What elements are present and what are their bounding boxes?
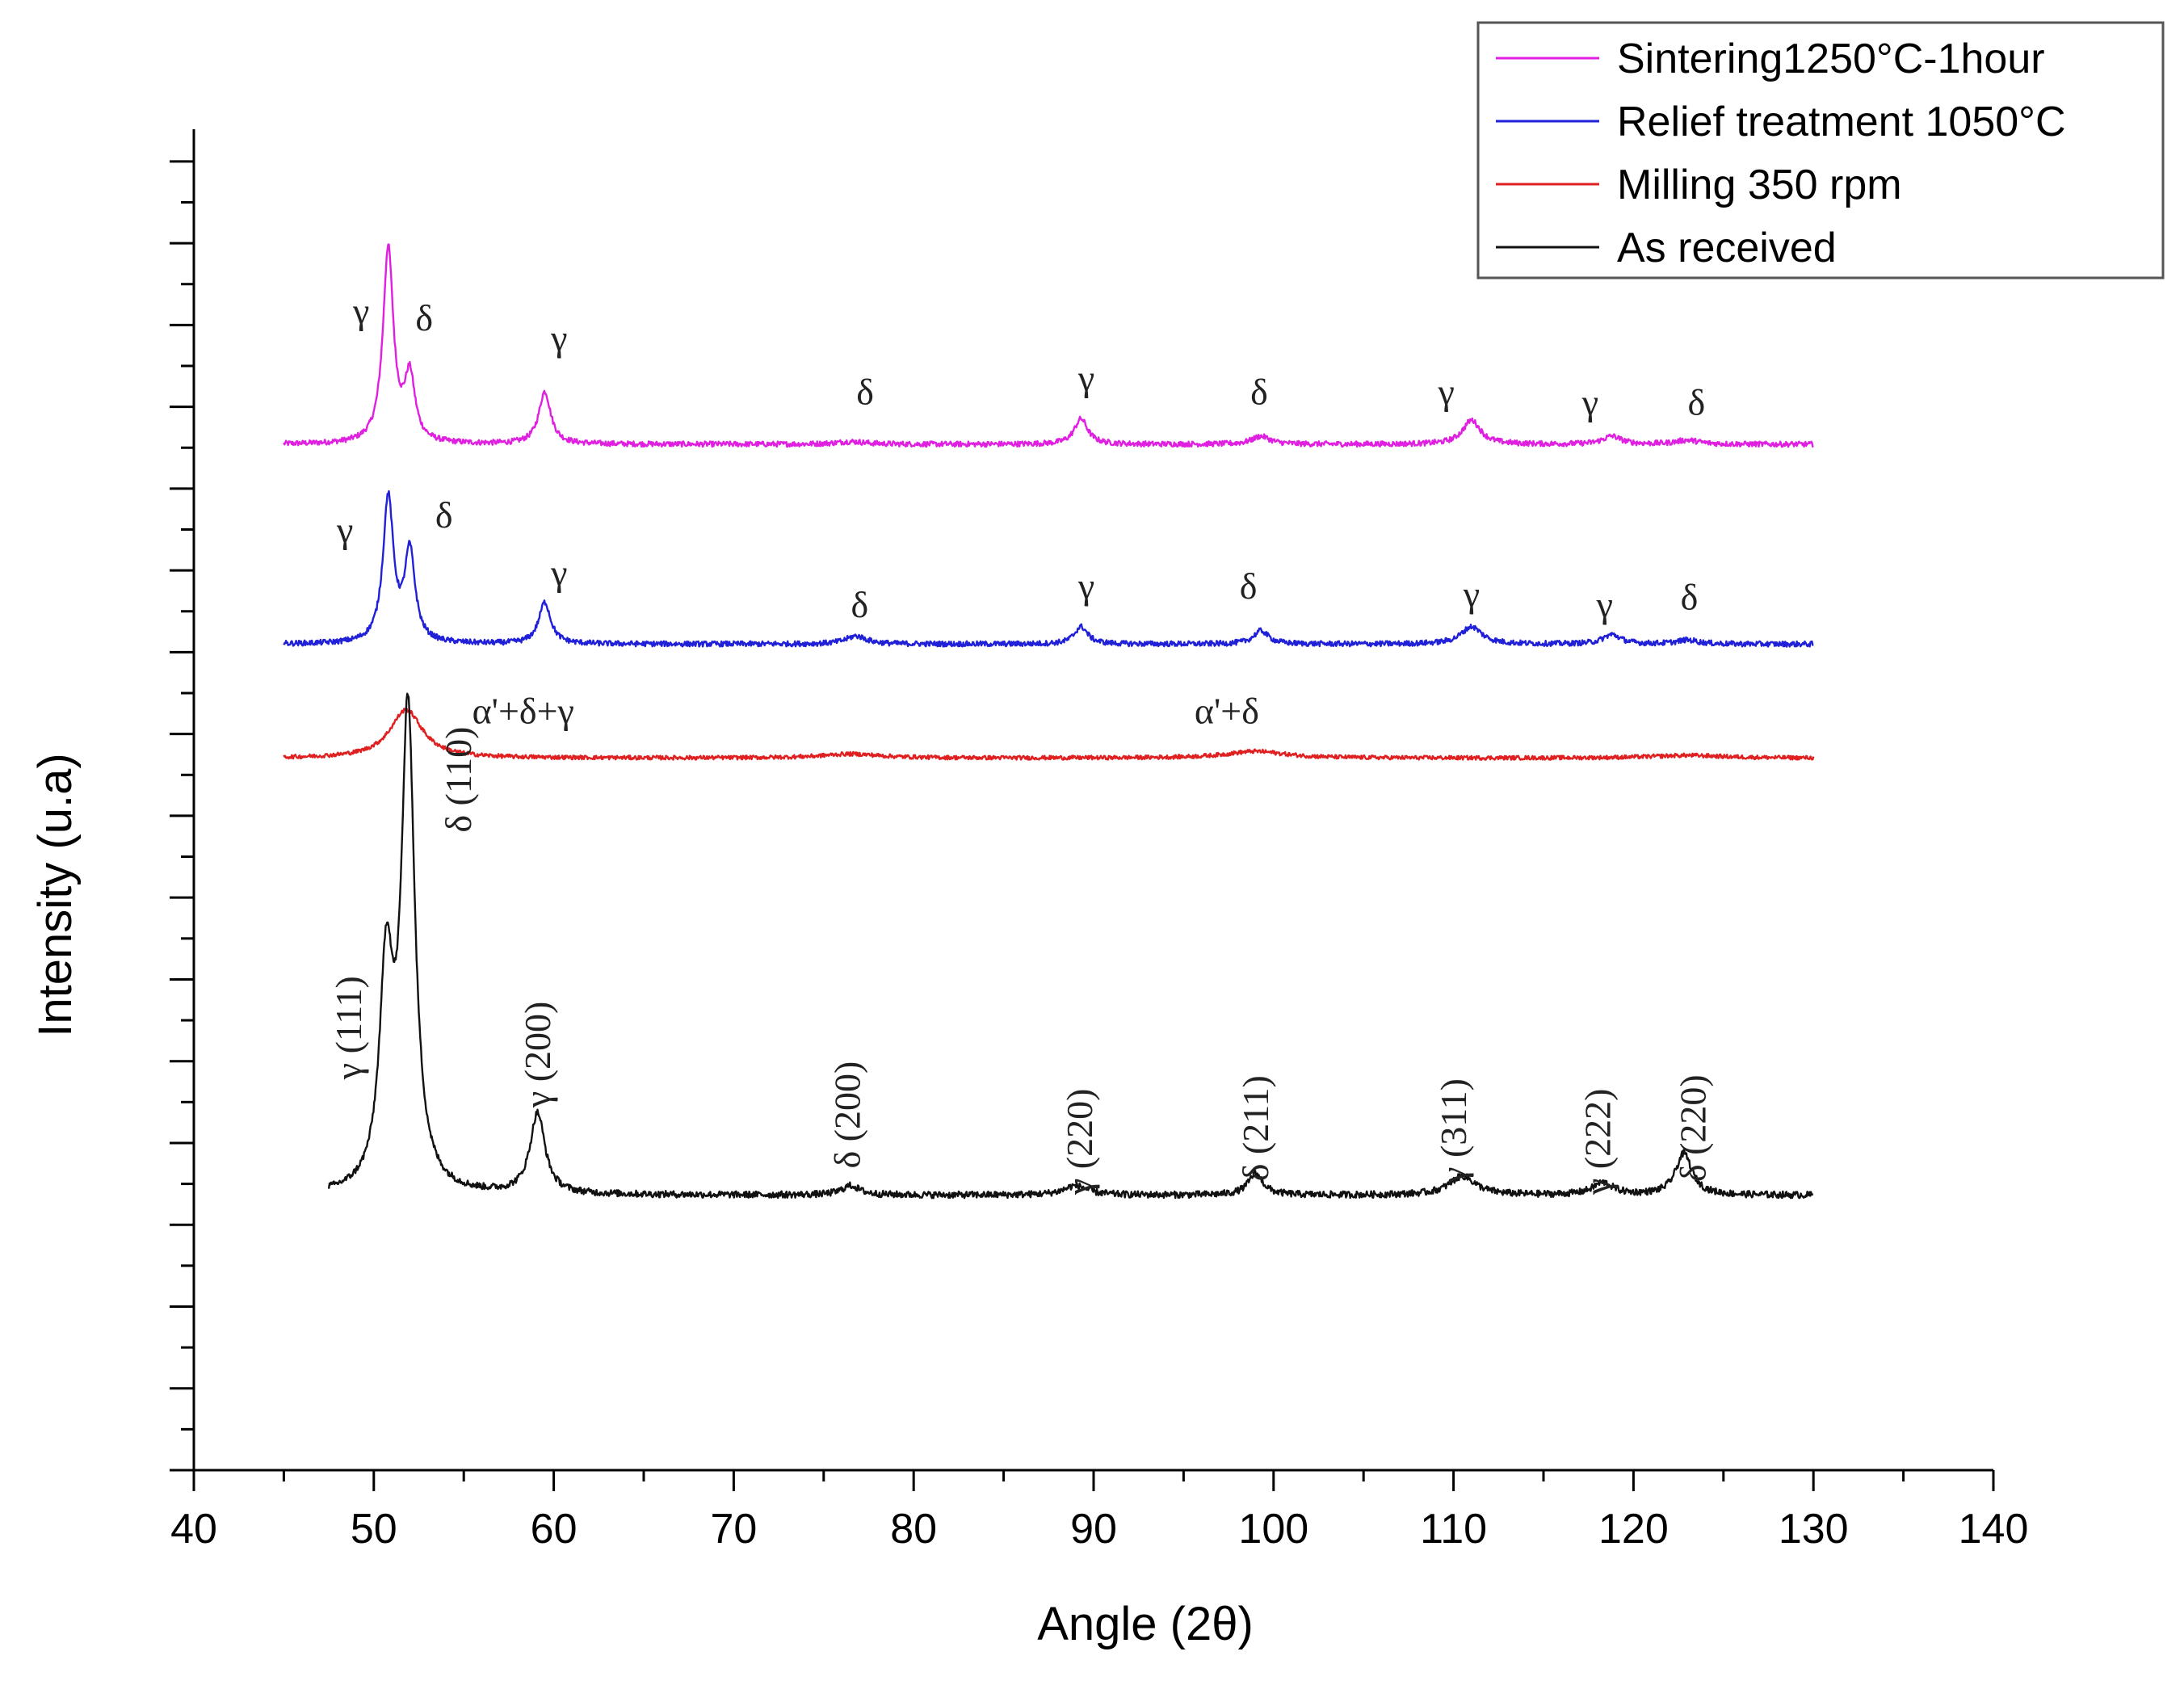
legend-label-3: As received bbox=[1617, 225, 1837, 271]
peak-annotation: γ bbox=[1077, 358, 1094, 399]
series-line-2 bbox=[283, 708, 1815, 761]
x-tick-label: 90 bbox=[1070, 1506, 1117, 1553]
x-tick-label: 50 bbox=[351, 1506, 397, 1553]
peak-annotation: γ (111) bbox=[328, 976, 369, 1080]
series-line-0 bbox=[283, 243, 1814, 448]
peak-annotation: δ bbox=[1250, 371, 1268, 412]
peak-annotation: δ (220) bbox=[1673, 1074, 1714, 1182]
peak-annotation: δ bbox=[1681, 576, 1699, 617]
peak-annotation: γ bbox=[1438, 371, 1455, 412]
series-line-3 bbox=[327, 692, 1814, 1200]
x-tick-label: 140 bbox=[1959, 1506, 2029, 1553]
peak-annotation: γ bbox=[550, 317, 567, 359]
x-axis-title: Angle (2θ) bbox=[1037, 1598, 1254, 1650]
series-line-1 bbox=[283, 490, 1814, 648]
peak-annotation: δ bbox=[851, 584, 869, 625]
peak-annotation: γ (222) bbox=[1577, 1089, 1618, 1196]
legend-label-0: Sintering1250°C-1hour bbox=[1617, 36, 2045, 82]
peak-annotation: δ bbox=[435, 494, 453, 536]
peak-annotation: δ bbox=[1688, 382, 1706, 423]
legend-box bbox=[1476, 21, 2165, 279]
peak-annotation: γ bbox=[1077, 565, 1094, 607]
peak-annotation: δ (110) bbox=[438, 727, 479, 833]
legend-label-2: Milling 350 rpm bbox=[1617, 162, 1902, 208]
peak-annotation: δ (200) bbox=[826, 1061, 867, 1169]
x-tick-label: 120 bbox=[1598, 1506, 1669, 1553]
peak-annotation: δ bbox=[1240, 565, 1258, 607]
x-tick-label: 110 bbox=[1420, 1506, 1487, 1553]
peak-annotation: δ (211) bbox=[1235, 1075, 1276, 1181]
peak-annotation: γ bbox=[1581, 382, 1598, 423]
x-tick-label: 60 bbox=[531, 1506, 578, 1553]
peak-annotation: γ bbox=[352, 291, 369, 332]
x-tick-label: 40 bbox=[170, 1506, 217, 1553]
peak-annotation: γ bbox=[1463, 574, 1480, 615]
peak-annotation: γ (220) bbox=[1059, 1089, 1100, 1196]
peak-annotation: γ bbox=[1596, 584, 1613, 625]
x-tick-label: 80 bbox=[890, 1506, 937, 1553]
x-tick-label: 70 bbox=[710, 1506, 757, 1553]
axes: 40 50 60 70 80 90 100 110 120 130 140 bbox=[170, 129, 2028, 1553]
peak-annotation: δ bbox=[856, 371, 874, 412]
peak-annotations: γ δ γ δ γ δ γ γ δ γ δ γ δ γ δ γ γ δ α'+δ+γ α'+δ γ (111) δ (11… bbox=[328, 291, 1713, 1196]
legend-label-1: Relief treatment 1050°C bbox=[1617, 99, 2066, 145]
peak-annotation: γ (311) bbox=[1433, 1078, 1474, 1184]
legend: Sintering1250°C-1hour Relief treatment 10… bbox=[1476, 21, 2165, 279]
peak-annotation: α'+δ+γ bbox=[472, 690, 574, 731]
x-tick-label: 130 bbox=[1779, 1506, 1849, 1553]
y-axis-title: Intensity (u.a) bbox=[29, 753, 82, 1036]
series-lines bbox=[283, 243, 1815, 1200]
peak-annotation: α'+δ bbox=[1195, 690, 1259, 731]
peak-annotation: γ (200) bbox=[517, 1002, 558, 1108]
x-tick-label: 100 bbox=[1238, 1506, 1308, 1553]
peak-annotation: δ bbox=[415, 297, 433, 338]
peak-annotation: γ bbox=[336, 509, 353, 550]
peak-annotation: γ bbox=[550, 552, 567, 593]
